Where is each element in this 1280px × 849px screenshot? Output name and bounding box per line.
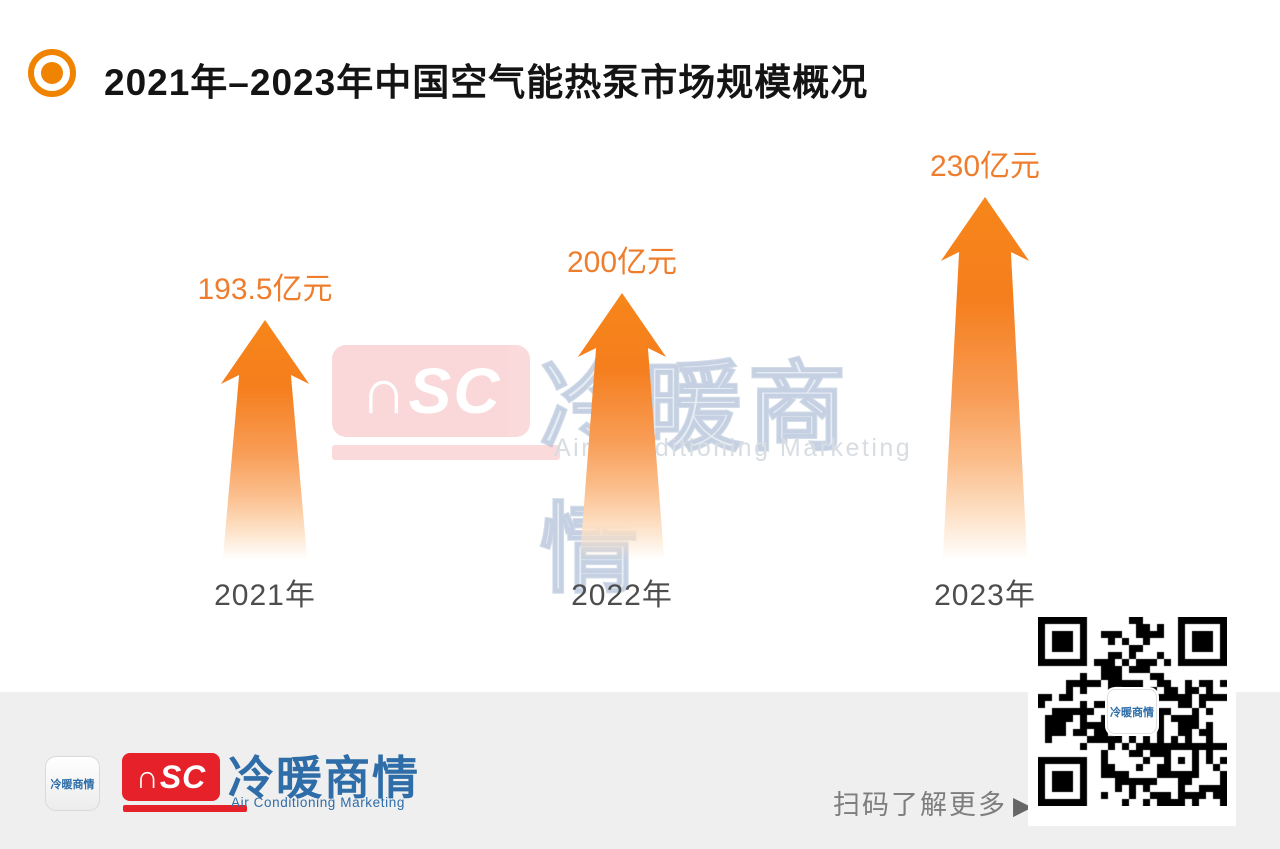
up-arrow-2022	[577, 293, 667, 560]
category-label-2023: 2023年	[934, 579, 1036, 612]
category-label-2021: 2021年	[214, 579, 316, 612]
brand-name-en: Air Conditioning Marketing	[231, 795, 405, 810]
value-label-2021: 193.5亿元	[197, 273, 333, 306]
value-label-2022: 200亿元	[566, 246, 678, 279]
category-label-2022: 2022年	[571, 579, 673, 612]
scan-qr-cta-text: 扫码了解更多	[833, 790, 1007, 820]
play-triangle-icon: ▶	[1013, 792, 1035, 820]
qr-card: 冷暖商情	[1028, 607, 1236, 826]
chart-column-2022: 200亿元 2022年	[542, 0, 702, 620]
up-arrow-2023	[940, 197, 1030, 560]
watermark-nsc-logo: ∩SC	[332, 345, 530, 437]
qr-center-logo: 冷暖商情	[1107, 689, 1157, 734]
nsc-logo-underbar	[123, 805, 247, 812]
chart-column-2023: 230亿元 2023年	[905, 0, 1065, 620]
nsc-logo: ∩SC	[122, 753, 220, 801]
watermark-nsc-underbar	[332, 445, 560, 460]
bullseye-icon	[28, 49, 76, 97]
chart-column-2021: 193.5亿元 2021年	[185, 0, 345, 620]
value-label-2023: 230亿元	[929, 150, 1041, 183]
scan-qr-cta: 扫码了解更多 ▶	[833, 783, 1034, 822]
brand-name-cn: 冷暖商情	[228, 752, 420, 804]
brand-app-icon: 冷暖商情	[45, 756, 100, 811]
page-title: 2021年–2023年中国空气能热泵市场规模概况	[104, 62, 869, 103]
up-arrow-2021	[220, 320, 310, 560]
